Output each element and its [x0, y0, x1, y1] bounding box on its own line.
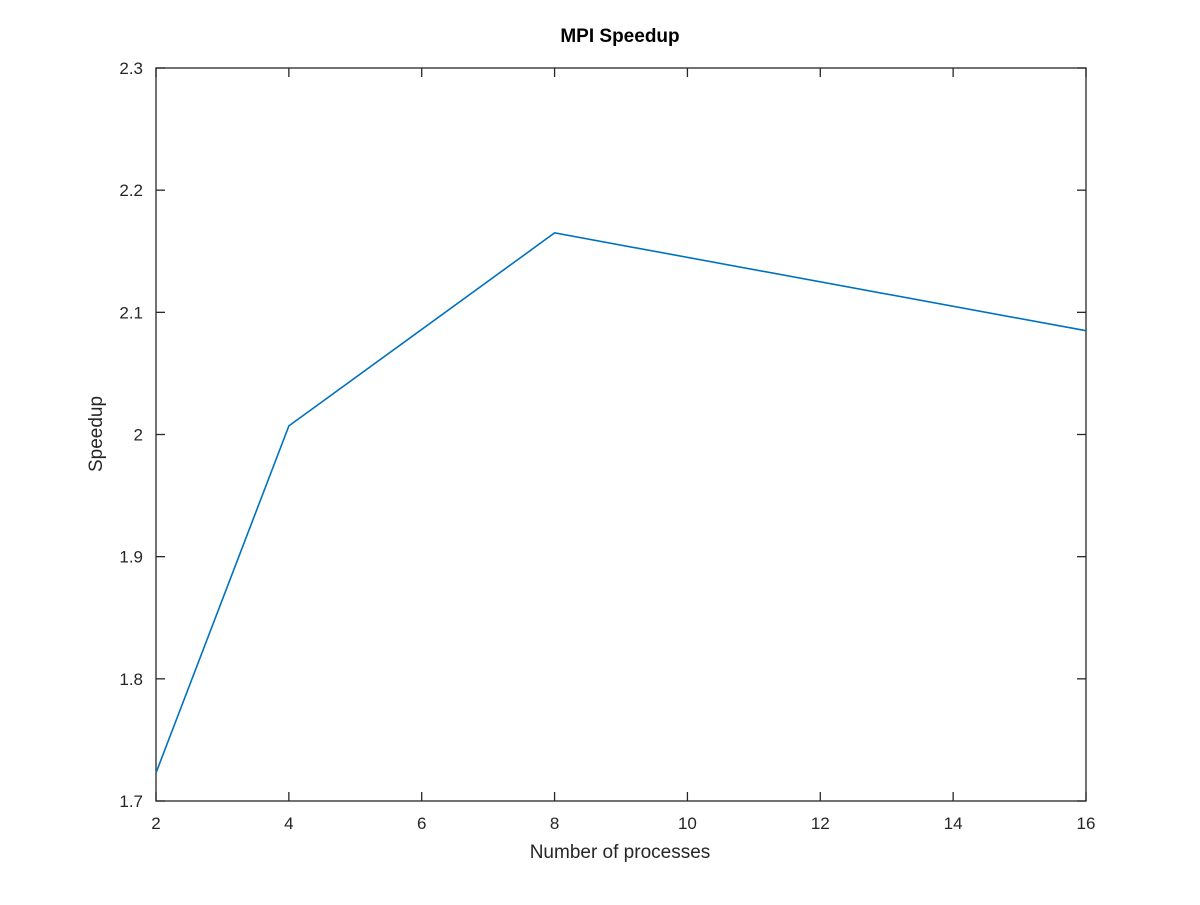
y-axis: 1.7 1.8 1.9 2 2.1 2.2 2.3 [119, 59, 1086, 811]
y-tick-label: 1.8 [119, 670, 143, 689]
plot-frame [155, 67, 1087, 802]
y-tick-label: 2.3 [119, 59, 143, 78]
x-axis: 2 4 6 8 10 12 14 16 [151, 68, 1095, 833]
y-tick-label: 2 [134, 426, 143, 445]
x-tick-label: 4 [284, 814, 293, 833]
x-tick-label: 6 [417, 814, 426, 833]
x-tick-label: 12 [811, 814, 830, 833]
chart-title: MPI Speedup [560, 26, 679, 47]
x-tick-label: 14 [944, 814, 963, 833]
x-tick-label: 16 [1077, 814, 1096, 833]
plot-area [155, 67, 1087, 802]
series-layer [155, 232, 1087, 774]
x-tick-label: 8 [550, 814, 559, 833]
x-tick-label: 2 [151, 814, 160, 833]
series-line [155, 232, 1087, 774]
y-tick-label: 2.2 [119, 181, 143, 200]
y-tick-label: 1.7 [119, 792, 143, 811]
y-tick-label: 1.9 [119, 548, 143, 567]
y-axis-label: Speedup [86, 396, 107, 472]
y-tick-label: 2.1 [119, 303, 143, 322]
x-tick-label: 10 [678, 814, 697, 833]
x-axis-label: Number of processes [530, 842, 711, 863]
